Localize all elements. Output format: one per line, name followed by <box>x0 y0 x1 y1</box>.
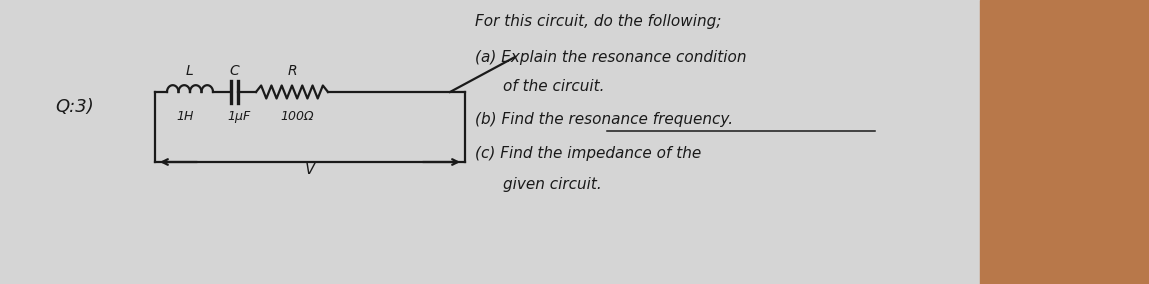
Text: For this circuit, do the following;: For this circuit, do the following; <box>475 14 722 29</box>
Text: (c) Find the impedance of the: (c) Find the impedance of the <box>475 146 701 161</box>
Text: R: R <box>287 64 296 78</box>
Text: (a) Explain the resonance condition: (a) Explain the resonance condition <box>475 50 747 65</box>
Text: given circuit.: given circuit. <box>503 177 602 192</box>
Text: Q:3): Q:3) <box>55 98 94 116</box>
Text: (b) Find the resonance frequency.: (b) Find the resonance frequency. <box>475 112 733 127</box>
Text: 1H: 1H <box>176 110 194 123</box>
Text: 100Ω: 100Ω <box>280 110 314 123</box>
Text: of the circuit.: of the circuit. <box>503 79 604 94</box>
Text: L: L <box>186 64 194 78</box>
Text: V: V <box>304 162 315 177</box>
Bar <box>980 0 1149 284</box>
Text: 1μF: 1μF <box>228 110 252 123</box>
Text: C: C <box>230 64 239 78</box>
